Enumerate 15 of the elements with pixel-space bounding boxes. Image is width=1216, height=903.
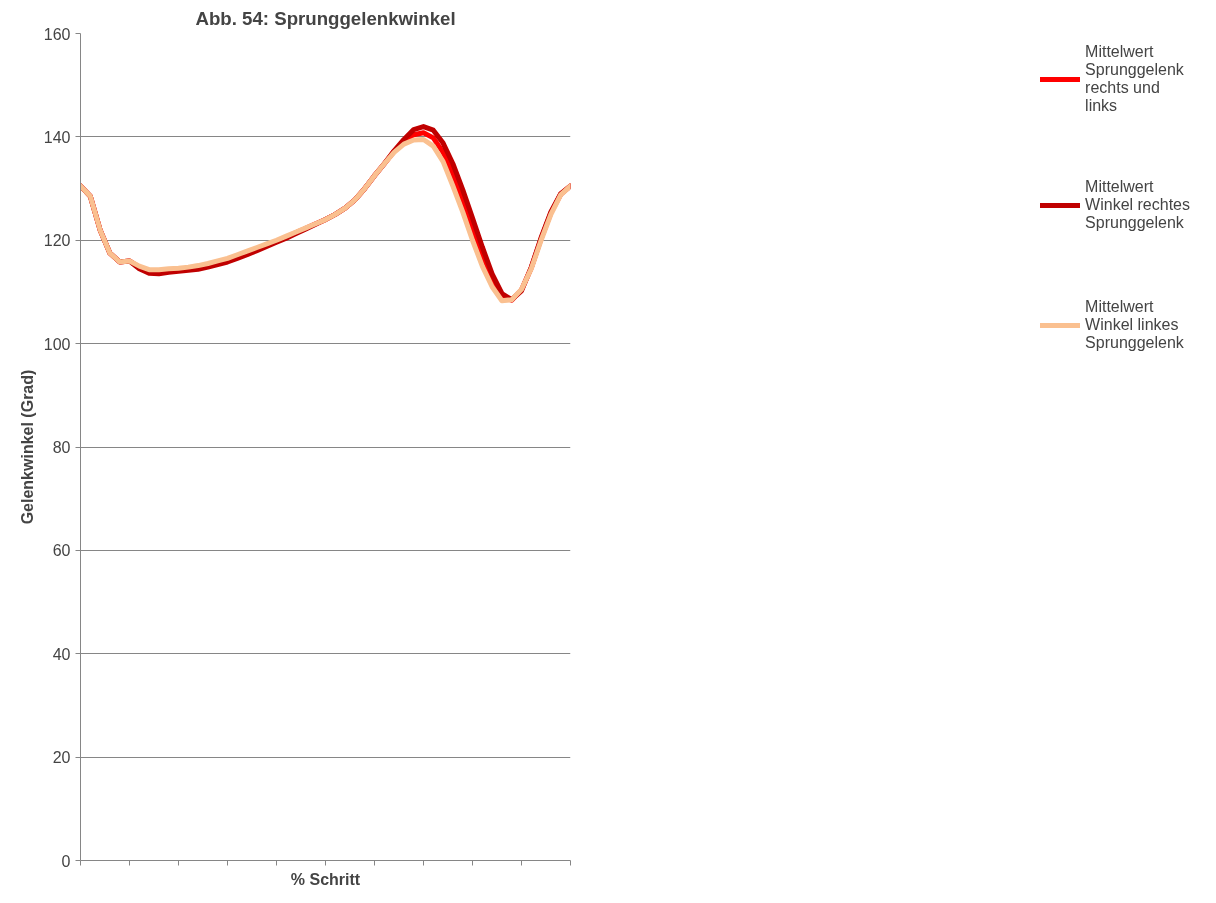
y-tick-label: 0: [61, 852, 71, 870]
y-tick-label: 60: [52, 542, 71, 560]
x-axis-title: % Schritt: [290, 870, 361, 888]
y-tick-label: 40: [52, 645, 71, 663]
y-axis-title: Gelenkwinkel (Grad): [18, 369, 36, 525]
legend-label: Mittelwert Winkel linkes Sprunggelenk: [1085, 297, 1184, 353]
legend-label: Mittelwert Winkel rechtes Sprunggelenk: [1085, 177, 1190, 233]
y-tick-label: 160: [43, 25, 71, 43]
y-tick-label: 80: [52, 439, 71, 456]
legend-label: Mittelwert Sprunggelenk rechts und links: [1085, 43, 1184, 115]
y-tick-label: 100: [43, 335, 71, 353]
chart-title: Abb. 54: Sprunggelenkwinkel: [195, 7, 456, 29]
y-tick-label: 120: [43, 232, 71, 250]
y-tick-label: 20: [52, 749, 71, 767]
y-tick-label: 140: [43, 128, 71, 146]
